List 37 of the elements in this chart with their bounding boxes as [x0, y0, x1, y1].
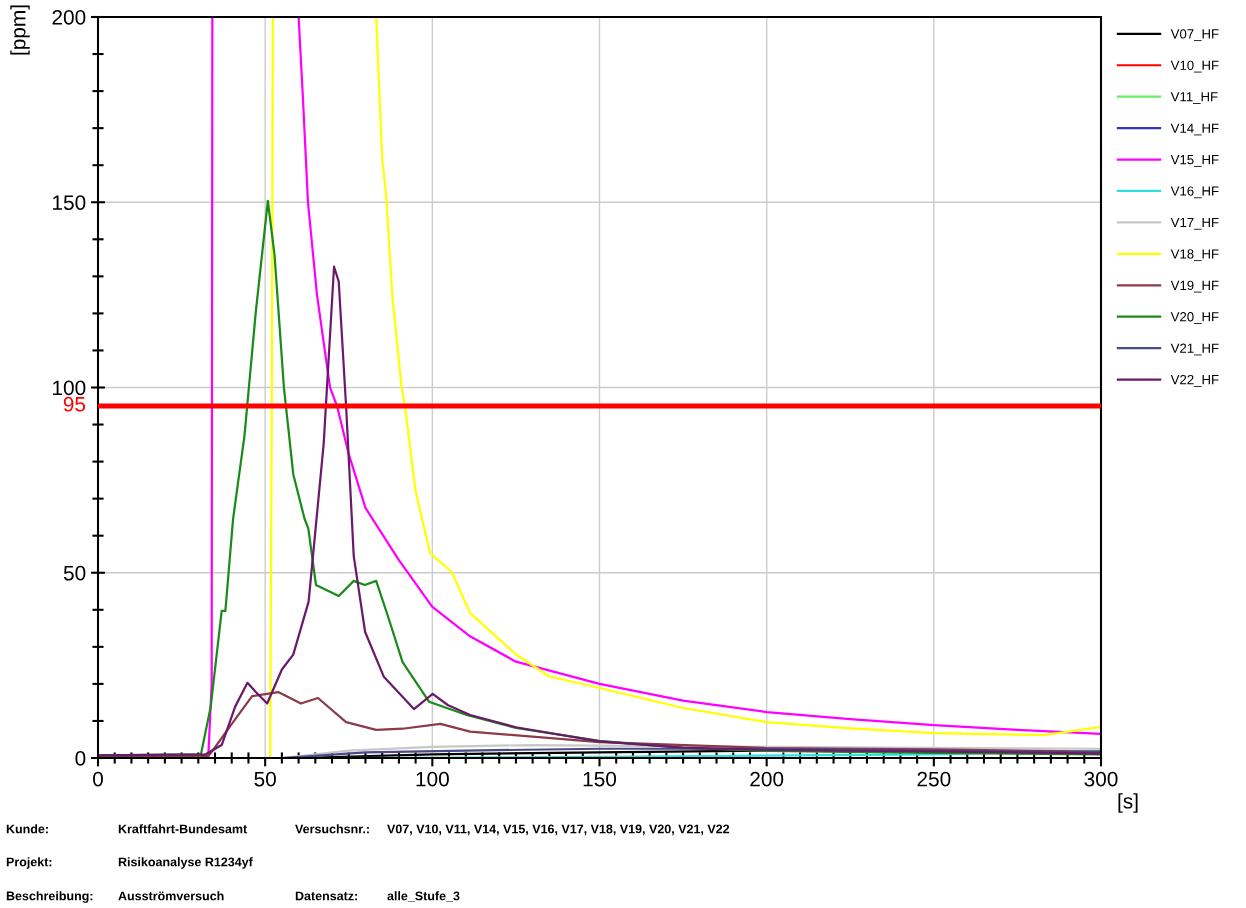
- legend-label: V10_HF: [1170, 60, 1219, 73]
- x-tick-label: 150: [583, 771, 617, 787]
- y-tick-label: 50: [63, 565, 86, 581]
- text: Versuchsnr.:: [295, 824, 369, 834]
- text: Beschreibung:: [6, 891, 93, 903]
- legend-label: V19_HF: [1170, 280, 1219, 293]
- ref-line-label: 95: [63, 396, 86, 412]
- legend-label: V11_HF: [1170, 92, 1218, 104]
- legend-label: V20_HF: [1170, 312, 1219, 324]
- legend-label: V17_HF: [1170, 217, 1219, 230]
- y-tick-label: 100: [53, 380, 86, 396]
- legend-label: V21_HF: [1170, 343, 1219, 356]
- text: alle_Stufe_3: [387, 891, 460, 902]
- y-axis-title: [ppm]: [10, 5, 30, 55]
- x-tick-label: 100: [416, 771, 449, 787]
- legend-label: V16_HF: [1170, 186, 1219, 199]
- y-tick-label: 200: [52, 10, 86, 25]
- y-tick-label: 0: [75, 751, 86, 766]
- x-tick-label: 0: [93, 771, 103, 787]
- x-tick-label: 300: [1084, 771, 1118, 787]
- text: Risikoanalyse R1234yf: [118, 857, 253, 869]
- text: Datensatz:: [295, 891, 358, 901]
- x-axis-title: [s]: [1118, 793, 1138, 813]
- legend-label: V15_HF: [1170, 155, 1219, 167]
- x-tick-label: 200: [750, 771, 784, 787]
- y-tick-label: 150: [53, 195, 86, 210]
- text: Kunde:: [6, 824, 48, 834]
- legend-label: V22_HF: [1170, 374, 1219, 387]
- legend-label: V07_HF: [1170, 29, 1219, 42]
- text: Ausströmversuch: [118, 891, 224, 901]
- x-tick-label: 50: [254, 771, 276, 787]
- legend-label: V14_HF: [1170, 123, 1219, 136]
- text: Projekt:: [6, 857, 52, 869]
- legend-label: V18_HF: [1170, 249, 1219, 262]
- text: V07, V10, V11, V14, V15, V16, V17, V18, V19, V20, V21, V22: [387, 824, 730, 836]
- x-tick-label: 250: [917, 771, 951, 787]
- text: Kraftfahrt-Bundesamt: [118, 824, 248, 834]
